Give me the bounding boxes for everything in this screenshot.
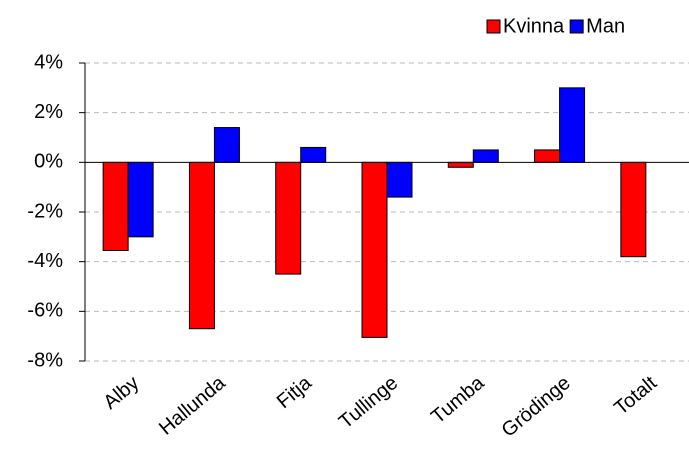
- bar: [386, 161, 413, 198]
- bar: [472, 149, 499, 163]
- legend-swatch: [569, 19, 584, 34]
- legend-label: Man: [586, 15, 625, 37]
- bar: [102, 161, 129, 251]
- bar: [447, 161, 474, 168]
- y-tick-label: 0%: [34, 151, 63, 173]
- bar: [300, 146, 327, 163]
- bar: [213, 127, 240, 163]
- legend-swatch: [486, 19, 501, 34]
- x-tick-label: Tumba: [427, 371, 489, 428]
- legend-label: Kvinna: [503, 15, 565, 37]
- x-tick-label: Hallunda: [155, 371, 230, 439]
- x-tick-label: Totalt: [610, 372, 661, 420]
- x-tick-label: Fitja: [273, 371, 317, 413]
- bar: [361, 161, 388, 338]
- bar: [127, 161, 154, 238]
- x-tick-label: Tullinge: [335, 372, 402, 433]
- bar: [559, 87, 586, 163]
- bar: [188, 161, 215, 330]
- x-tick-label: Alby: [99, 372, 143, 414]
- y-tick-label: -6%: [27, 300, 63, 322]
- bar: [275, 161, 302, 275]
- bar: [620, 161, 647, 258]
- x-tick-label: Grödinge: [498, 372, 575, 442]
- y-tick-label: 2%: [34, 101, 63, 123]
- y-tick-label: -8%: [27, 349, 63, 371]
- y-tick-label: 4%: [34, 51, 63, 73]
- y-tick-label: -2%: [27, 200, 63, 222]
- bar: [534, 149, 561, 163]
- y-tick-label: -4%: [27, 250, 63, 272]
